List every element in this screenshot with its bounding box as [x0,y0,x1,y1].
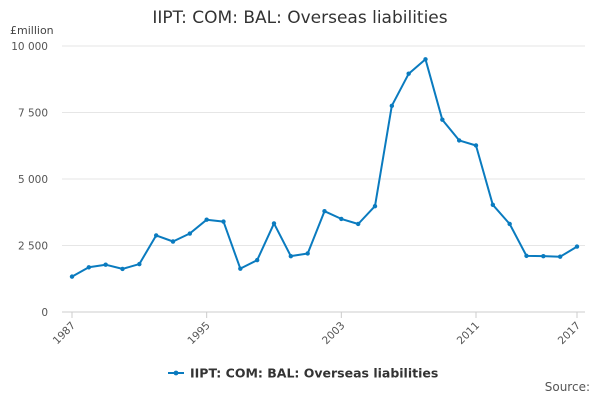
y-axis-unit-label: £million [10,24,54,37]
data-point[interactable] [406,71,411,76]
data-point[interactable] [103,262,108,267]
data-point[interactable] [423,57,428,62]
series-layer [69,57,580,279]
data-point[interactable] [322,208,327,214]
data-point[interactable] [120,266,125,272]
data-point[interactable] [271,221,277,226]
x-tick-label: 1987 [51,320,78,347]
data-point[interactable] [86,265,92,270]
data-point[interactable] [507,221,512,227]
data-point[interactable] [440,117,445,122]
data-point[interactable] [456,138,462,143]
data-point[interactable] [524,253,529,259]
data-point[interactable] [305,251,310,256]
x-tick-label: 2003 [320,320,347,347]
data-point[interactable] [574,244,580,249]
data-point[interactable] [170,239,176,244]
legend-label: IIPT: COM: BAL: Overseas liabilities [190,366,438,381]
y-tick-label: 10 000 [11,41,48,53]
data-point[interactable] [137,261,142,267]
chart-title: IIPT: COM: BAL: Overseas liabilities [152,8,448,28]
x-tick-label: 2017 [556,320,583,347]
data-point[interactable] [288,253,294,259]
legend[interactable]: IIPT: COM: BAL: Overseas liabilities [168,366,438,381]
data-point[interactable] [473,143,479,148]
x-axis-ticks: 1987 1995 2003 2011 2017 [51,312,583,347]
data-point[interactable] [541,253,546,259]
source-label: Source: [544,380,590,394]
data-point[interactable] [69,274,75,279]
data-point[interactable] [557,254,563,259]
legend-swatch-marker [173,370,179,376]
y-tick-label: 7 500 [18,108,48,120]
data-point[interactable] [339,216,344,222]
data-point[interactable] [389,103,395,109]
x-tick-label: 1995 [185,320,212,347]
data-point[interactable] [204,217,209,222]
data-point[interactable] [153,233,159,238]
data-point[interactable] [238,266,243,271]
y-tick-label: 2 500 [18,241,48,253]
data-point[interactable] [187,231,193,236]
y-tick-label: 5 000 [18,174,48,186]
series-line [71,58,578,278]
data-point[interactable] [254,257,260,263]
gridlines [62,45,585,313]
data-point[interactable] [221,219,226,224]
y-tick-label: 0 [41,307,48,319]
x-tick-label: 2011 [455,320,482,347]
y-axis-ticks: 0 2 500 5 000 7 500 10 000 [11,41,48,319]
data-point[interactable] [490,202,496,208]
data-point[interactable] [372,203,378,209]
data-point[interactable] [355,221,361,227]
